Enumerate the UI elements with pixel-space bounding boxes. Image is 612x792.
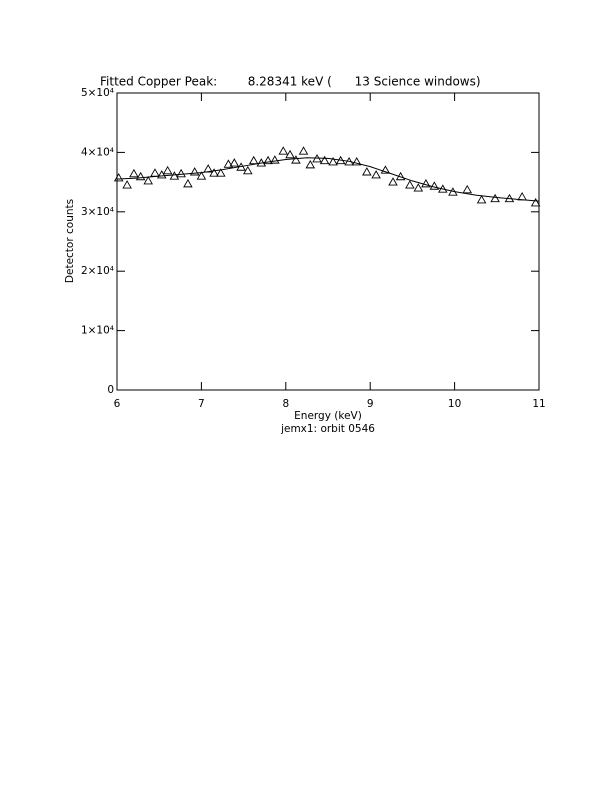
data-point: [388, 177, 398, 186]
data-point: [328, 156, 338, 166]
data-point: [421, 178, 431, 188]
data-point: [305, 159, 316, 169]
data-point: [319, 155, 330, 165]
data-point: [380, 165, 391, 174]
x-tick-label: 11: [532, 398, 545, 410]
x-tick-label: 6: [114, 398, 121, 410]
data-point: [476, 195, 487, 204]
data-point: [462, 184, 473, 194]
data-point: [183, 178, 193, 188]
subtitle: jemx1: orbit 0546: [280, 423, 375, 435]
data-point: [490, 193, 500, 203]
y-tick-label: 4×10⁴: [81, 146, 114, 158]
x-tick-label: 10: [448, 398, 461, 410]
data-point: [143, 176, 154, 185]
data-point: [135, 171, 146, 181]
data-point: [176, 168, 186, 178]
data-point: [371, 170, 381, 179]
data-point: [169, 171, 180, 180]
data-point: [216, 168, 226, 177]
data-point: [162, 165, 173, 175]
data-point: [196, 171, 207, 180]
x-axis-label: Energy (keV): [294, 410, 362, 422]
y-tick-label: 2×10⁴: [81, 265, 114, 277]
data-point: [129, 168, 139, 178]
data-point: [362, 167, 372, 176]
y-tick-label: 5×10⁴: [81, 87, 114, 99]
data-point: [122, 180, 132, 189]
data-point: [156, 170, 167, 179]
y-tick-label: 0: [107, 384, 114, 396]
y-axis-label: Detector counts: [64, 199, 76, 283]
data-point: [298, 146, 309, 155]
data-point: [270, 155, 280, 164]
x-tick-label: 7: [198, 398, 205, 410]
x-tick-label: 9: [367, 398, 374, 410]
data-point: [223, 159, 234, 168]
data-point: [263, 155, 273, 165]
data-point: [209, 168, 219, 177]
x-tick-label: 8: [282, 398, 289, 410]
data-point: [285, 149, 295, 159]
fit-line: [116, 157, 540, 202]
data-point: [229, 158, 240, 167]
y-tick-label: 3×10⁴: [81, 206, 114, 218]
data-point: [405, 180, 415, 189]
data-point: [530, 197, 541, 207]
y-tick-label: 1×10⁴: [81, 325, 114, 337]
data-point: [429, 181, 440, 190]
plot-frame: [116, 92, 540, 391]
chart-title: Fitted Copper Peak: 8.28341 keV ( 13 Sci…: [100, 75, 481, 89]
data-point: [351, 156, 362, 166]
data-point: [291, 155, 301, 164]
data-point: [413, 183, 424, 192]
data-point: [278, 146, 289, 155]
data-point: [113, 173, 124, 182]
data-point: [248, 155, 259, 165]
data-point: [243, 165, 253, 175]
data-point: [189, 167, 200, 176]
